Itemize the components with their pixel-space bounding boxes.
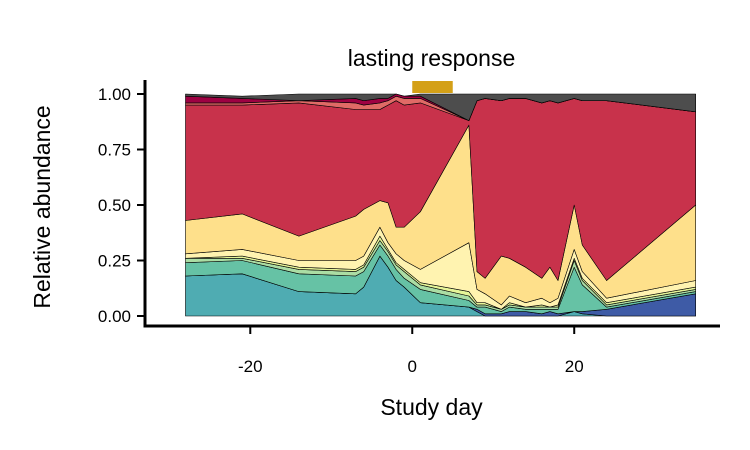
chart-title: lasting response [348,45,516,71]
x-tick-label: 0 [408,357,417,376]
y-axis-title: Relative abundance [29,105,55,308]
x-tick-label: -20 [238,357,263,376]
treatment-period-bar [412,81,453,93]
y-tick-label: 0.00 [98,307,131,326]
x-tick-label: 20 [565,357,584,376]
y-tick-label: 0.25 [98,252,131,271]
y-tick-label: 0.75 [98,141,131,160]
x-axis-ticks: -20 0 20 [238,326,584,376]
y-tick-label: 1.00 [98,85,131,104]
x-axis-title: Study day [380,394,483,420]
y-axis-ticks: 0.00 0.25 0.50 0.75 1.00 [98,85,145,326]
y-tick-label: 0.50 [98,196,131,215]
area-series-11 [185,93,696,121]
stacked-areas [185,93,696,317]
